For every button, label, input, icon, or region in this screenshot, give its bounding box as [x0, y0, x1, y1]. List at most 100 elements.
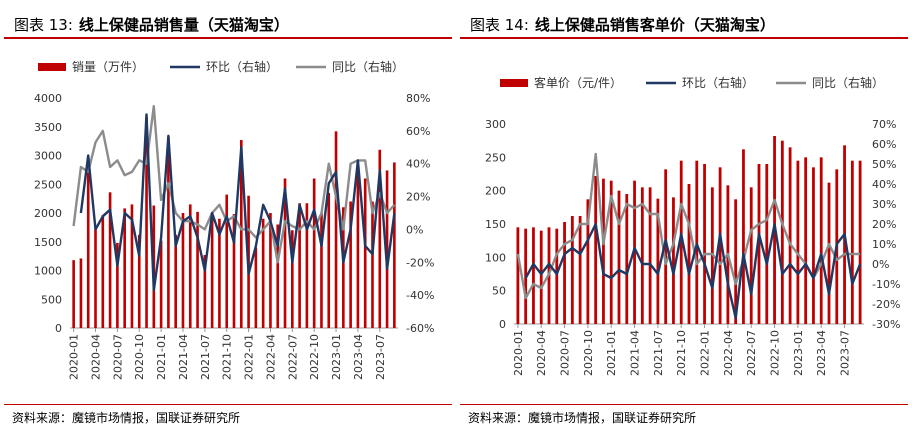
y2-tick-label: -10%	[872, 278, 900, 291]
bar	[174, 234, 178, 328]
x-tick-label: 2023-04	[352, 334, 365, 380]
y-tick-label: 0	[55, 322, 62, 335]
y2-tick-label: -30%	[872, 318, 900, 331]
figure-label: 图表 14: 线上保健品销售客单价（天猫淘宝）	[470, 14, 775, 35]
bar	[532, 227, 535, 324]
y-tick-label: 100	[485, 251, 506, 264]
bar	[812, 167, 815, 324]
y2-tick-label: 70%	[872, 118, 896, 131]
y-tick-label: 1500	[34, 236, 62, 249]
bar	[656, 198, 660, 324]
bar	[371, 201, 374, 328]
bar	[757, 164, 761, 324]
x-tick-label: 2023-07	[374, 334, 387, 380]
header-divider	[460, 37, 908, 39]
x-tick-label: 2023-01	[330, 334, 343, 380]
bar	[796, 160, 800, 324]
y2-tick-label: -40%	[406, 289, 434, 302]
chart-panel-left: 图表 13: 线上保健品销售量（天猫淘宝） 销量（万件） 环比（右轴） 同比（右轴） 0…	[4, 12, 452, 425]
y-tick-label: 1000	[34, 265, 62, 278]
bar	[312, 178, 316, 328]
bar	[765, 164, 769, 324]
bar	[298, 203, 301, 328]
bar	[167, 137, 170, 328]
unit-price-chart: 客单价（元/件） 环比（右轴） 同比（右轴） 0 50 100 150 200 250 300 -3…	[485, 75, 900, 376]
bar	[130, 204, 134, 328]
bar	[269, 213, 272, 328]
bar	[305, 203, 309, 328]
mom-line	[79, 113, 396, 292]
source-note: 资料来源：魔镜市场情报，国联证券研究所	[12, 411, 241, 425]
bar	[664, 169, 668, 324]
bar	[539, 230, 543, 324]
legend-label: 同比（右轴）	[332, 59, 404, 74]
x-tick-label: 2022-10	[769, 330, 782, 376]
x-tick-label: 2022-04	[264, 334, 277, 380]
bar	[79, 258, 83, 328]
y2-tick-label: 80%	[406, 92, 430, 105]
x-tick-label: 2020-04	[90, 334, 103, 380]
chart-title: 线上保健品销售客单价（天猫淘宝）	[534, 16, 775, 34]
bar	[788, 147, 792, 324]
x-tick-label: 2022-01	[699, 330, 712, 376]
bar	[827, 182, 831, 324]
bar	[327, 192, 331, 328]
bar	[101, 215, 105, 328]
bar	[850, 160, 854, 324]
bar	[780, 140, 784, 324]
mom-line	[524, 222, 862, 320]
x-tick-label: 2021-10	[675, 330, 688, 376]
bar	[687, 184, 691, 324]
y2-tick-label: 40%	[872, 178, 896, 191]
bar	[232, 214, 236, 328]
x-tick-label: 2021-01	[155, 334, 168, 380]
bar	[578, 216, 582, 324]
bar	[617, 190, 621, 324]
bar	[218, 218, 221, 328]
x-tick-label: 2020-01	[512, 330, 525, 376]
bar	[672, 197, 675, 324]
bar	[188, 204, 192, 328]
figure-number: 图表 14:	[470, 16, 529, 34]
x-tick-label: 2020-01	[68, 334, 81, 380]
bar	[356, 164, 360, 328]
bar	[363, 178, 367, 328]
bar	[749, 187, 753, 324]
legend-label: 同比（右轴）	[812, 75, 884, 90]
bar	[648, 187, 652, 324]
bar	[819, 157, 823, 324]
bar	[342, 207, 345, 328]
source-note: 资料来源：魔镜市场情报，国联证券研究所	[468, 411, 697, 425]
bar	[570, 216, 574, 324]
chart-header: 图表 13: 线上保健品销售量（天猫淘宝）	[4, 12, 452, 36]
y2-tick-label: 20%	[406, 191, 430, 204]
x-tick-label: 2021-04	[629, 330, 642, 376]
x-tick-label: 2020-04	[535, 330, 548, 376]
bar	[703, 164, 706, 324]
bar	[378, 149, 382, 328]
y2-tick-label: 40%	[406, 158, 430, 171]
legend-label: 环比（右轴）	[206, 59, 278, 74]
bar	[137, 234, 141, 328]
x-tick-label: 2020-07	[111, 334, 124, 380]
bar	[116, 242, 119, 328]
x-tick-label: 2021-04	[177, 334, 190, 380]
y-tick-label: 3500	[34, 121, 62, 134]
y2-tick-label: 60%	[872, 138, 896, 151]
x-tick-label: 2021-07	[652, 330, 665, 376]
bar	[290, 230, 294, 328]
bar	[283, 178, 287, 328]
chart-panel-right: 图表 14: 线上保健品销售客单价（天猫淘宝） 客单价（元/件） 环比（右轴） 同比（…	[456, 0, 912, 447]
bar	[555, 228, 559, 324]
bar	[334, 131, 338, 328]
x-tick-label: 2022-07	[745, 330, 758, 376]
y2-tick-label: 60%	[406, 125, 430, 138]
y2-tick-label: -20%	[872, 298, 900, 311]
legend-swatch-bar	[38, 63, 66, 71]
x-tick-label: 2020-10	[582, 330, 595, 376]
bar	[320, 213, 323, 328]
bar	[261, 218, 265, 328]
bar	[239, 139, 243, 328]
bar	[86, 156, 90, 328]
bar	[276, 224, 280, 328]
